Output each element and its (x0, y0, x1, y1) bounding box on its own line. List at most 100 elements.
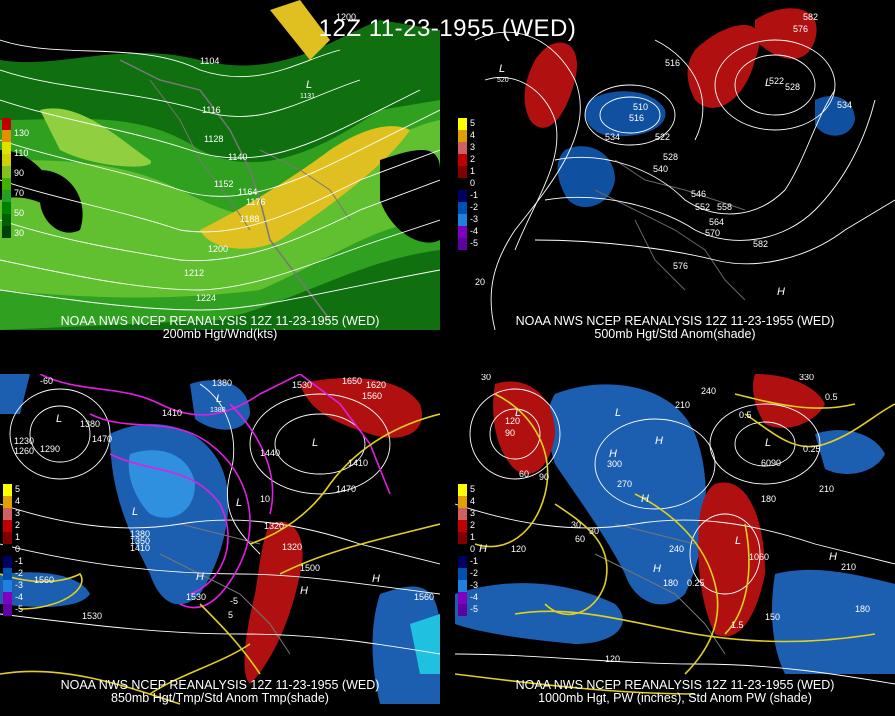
legend-label: -2 (470, 568, 479, 578)
legend-swatch (2, 142, 11, 154)
legend-label: 1 (470, 166, 476, 176)
legend-swatch (458, 178, 467, 190)
contour-label: 552 (695, 202, 710, 212)
legend-label: 4 (470, 130, 476, 140)
contour-label: 1260 (14, 446, 34, 456)
low-marker: L (515, 407, 521, 419)
high-marker: H (777, 286, 785, 298)
contour-label: 1230 (14, 436, 34, 446)
legend-swatch (458, 484, 467, 496)
contour-label: 1560 (362, 391, 382, 401)
legend-swatch (3, 604, 12, 616)
contour-label: 1470 (336, 484, 356, 494)
legend-swatch (3, 484, 12, 496)
contour-label: 522 (769, 76, 784, 86)
legend-swatch (458, 226, 467, 238)
contour-label: 90 (539, 472, 549, 482)
contour-label: 528 (785, 82, 800, 92)
contour-label: 5 (228, 610, 233, 620)
contour-label: 570 (705, 228, 720, 238)
contour-label: 1116 (202, 105, 221, 115)
contour-label: 240 (669, 544, 684, 554)
contour-label: 576 (673, 261, 688, 271)
contour-label: 1500 (300, 563, 320, 573)
contour-label: 1.5 (731, 620, 744, 630)
legend-label: -2 (470, 202, 479, 212)
contour-label: 1320 (282, 542, 302, 552)
contour-label: 534 (605, 132, 620, 142)
legend-label: -4 (470, 592, 479, 602)
contour-label: 1530 (292, 380, 312, 390)
caption-line1: NOAA NWS NCEP REANALYSIS 12Z 11-23-1955 … (515, 678, 835, 692)
legend-swatch (2, 166, 11, 178)
legend-swatch (2, 130, 11, 142)
legend-swatch (3, 532, 12, 544)
legend-label: 3 (15, 508, 21, 518)
contour-label: 30 (589, 526, 599, 536)
legend-label: 110 (14, 148, 29, 158)
contour-label: 1140 (228, 152, 247, 162)
legend-label: 1 (15, 532, 21, 542)
map-500mb: 582 576 516 510 516 534 522 528 540 546 … (455, 0, 895, 342)
legend-swatch (458, 154, 467, 166)
legend-500mb: 5 4 3 2 1 0 -1 -2 -3 -4 -5 (458, 118, 478, 250)
legend-1000mb: 5 4 3 2 1 0 -1 -2 -3 -4 -5 (458, 484, 478, 616)
legend-swatch (2, 178, 11, 190)
contour-label: 520 (497, 77, 509, 84)
contour-label: 534 (837, 100, 852, 110)
contour-label: 582 (803, 12, 818, 22)
contour-label: 0.5 (739, 410, 752, 420)
legend-label: -2 (15, 568, 24, 578)
legend-swatch (458, 166, 467, 178)
contour-label: 1440 (260, 448, 280, 458)
legend-label: 90 (14, 168, 25, 178)
contour-label: 1224 (196, 293, 216, 303)
legend-label: 1 (470, 532, 476, 542)
contour-label: 240 (701, 386, 716, 396)
legend-label: -1 (470, 556, 479, 566)
contour-label: 1128 (204, 134, 223, 144)
contour-label: 120 (505, 416, 520, 426)
legend-label: 5 (15, 484, 21, 494)
contour-label: 1530 (186, 592, 206, 602)
contour-label: 0.25 (803, 444, 821, 454)
contour-label: 180 (761, 494, 776, 504)
legend-swatch (458, 604, 467, 616)
contour-label: 1200 (336, 12, 356, 22)
high-marker: H (641, 493, 649, 505)
legend-swatch (2, 118, 11, 130)
contour-label: 1200 (208, 244, 228, 254)
contour-label: 270 (617, 479, 632, 489)
contour-label: 180 (855, 604, 870, 614)
contour-label: 120 (605, 654, 620, 664)
main-title: 12Z 11-23-1955 (WED) (318, 15, 577, 42)
legend-swatch (2, 190, 11, 202)
legend-swatch (458, 592, 467, 604)
legend-label: 3 (470, 508, 476, 518)
contour-label: 60 (519, 469, 529, 479)
panel-1000mb: 30 330 240 210 120 90 60 30 300 270 210 … (455, 374, 895, 716)
legend-label: -1 (15, 556, 24, 566)
legend-label: 3 (470, 142, 476, 152)
contour-label: 1320 (264, 521, 284, 531)
contour-label: 510 (633, 102, 648, 112)
high-marker: H (655, 435, 663, 447)
low-marker: L (765, 437, 771, 449)
contour-label: 1410 (348, 458, 368, 468)
contour-label: 1530 (82, 611, 102, 621)
contour-label: 528 (663, 152, 678, 162)
contour-label: -5 (230, 596, 238, 606)
legend-swatch (3, 592, 12, 604)
legend-label: 50 (14, 208, 25, 218)
high-marker: H (300, 585, 308, 597)
contour-label: 1410 (162, 408, 182, 418)
contour-label: 546 (691, 189, 706, 199)
legend-swatch (458, 508, 467, 520)
legend-label: 30 (14, 228, 25, 238)
legend-swatch (2, 226, 11, 238)
legend-swatch (458, 544, 467, 556)
contour-label: 20 (475, 277, 485, 287)
legend-swatch (458, 202, 467, 214)
low-marker: L (306, 79, 312, 91)
contour-label: 30 (481, 374, 491, 382)
